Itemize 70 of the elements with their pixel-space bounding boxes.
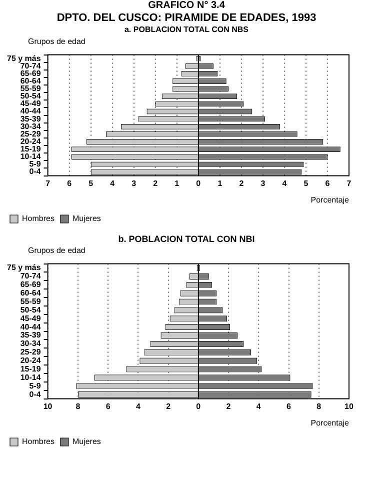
x-axis-title: Porcentaje	[310, 418, 350, 428]
x-tick-label: 0	[196, 402, 202, 411]
y-tick-label: 5-9	[29, 160, 42, 169]
x-tick-label: 2	[153, 178, 158, 188]
x-tick-label: 4	[136, 402, 141, 411]
y-tick-label: 75 y más	[6, 54, 42, 63]
y-tick-label: 10-14	[20, 372, 42, 382]
y-tick-label: 0-4	[29, 167, 42, 176]
x-tick-label: 8	[316, 402, 322, 411]
y-axis-title: Grupos de edad	[28, 245, 86, 256]
y-tick-label: 40-44	[20, 322, 42, 332]
x-tick-label: 4	[256, 402, 262, 411]
legend-label: Hombres	[22, 214, 54, 224]
x-tick-label: 3	[132, 178, 137, 188]
legend-label: Mujeres	[72, 214, 101, 224]
y-tick-label: 35-39	[20, 114, 42, 124]
y-tick-label: 25-29	[20, 129, 42, 138]
chart-title: b. POBLACION TOTAL CON NBI	[117, 233, 256, 245]
y-tick-label: 25-29	[20, 348, 42, 357]
y-tick-label: 0-4	[29, 390, 42, 399]
y-tick-label: 45-49	[20, 99, 42, 108]
x-tick-label: 1	[174, 178, 180, 188]
x-tick-label: 4	[110, 178, 116, 188]
y-tick-label: 70-74	[20, 272, 42, 281]
y-tick-label: 15-19	[20, 144, 42, 154]
x-tick-label: 5	[88, 178, 94, 188]
x-tick-label: 6	[67, 178, 72, 188]
x-tick-label: 8	[76, 402, 81, 411]
x-tick-label: 5	[304, 178, 309, 188]
y-tick-label: 20-24	[20, 136, 42, 146]
y-tick-label: 45-49	[20, 314, 42, 323]
y-tick-label: 70-74	[20, 61, 42, 70]
y-tick-label: 65-69	[20, 68, 42, 78]
x-tick-label: 1	[218, 178, 223, 188]
x-tick-label: 2	[166, 402, 172, 411]
y-tick-label: 40-44	[20, 106, 42, 116]
text: GRAFICO N° 3.4	[147, 0, 226, 12]
y-tick-label: 20-24	[20, 356, 42, 366]
y-axis-title: Grupos de edad	[28, 36, 86, 47]
y-tick-label: 30-34	[20, 339, 42, 348]
y-tick-label: 60-64	[20, 76, 42, 86]
x-tick-label: 0	[196, 178, 202, 188]
chart-title: DPTO. DEL CUSCO: PIRAMIDE DE EDADES, 1993	[56, 12, 318, 24]
x-tick-label: 6	[325, 178, 330, 188]
x-tick-label: 10	[43, 402, 53, 411]
y-tick-label: 65-69	[20, 280, 42, 290]
legend-label: Mujeres	[72, 437, 101, 446]
chart-subtitle: a. POBLACION TOTAL CON NBS	[123, 24, 250, 36]
x-tick-label: 2	[226, 402, 232, 411]
y-tick-label: 60-64	[20, 288, 42, 298]
y-tick-label: 50-54	[20, 305, 42, 314]
y-tick-label: 35-39	[20, 330, 42, 340]
x-tick-label: 4	[282, 178, 288, 188]
x-tick-label: 7	[346, 178, 352, 188]
y-tick-label: 75 y más	[6, 263, 42, 272]
legend-label: Hombres	[22, 437, 54, 446]
y-tick-label: 55-59	[20, 84, 42, 94]
x-axis-title: Porcentaje	[310, 195, 350, 204]
x-tick-label: 6	[106, 402, 111, 411]
y-tick-label: 15-19	[20, 364, 42, 374]
x-tick-label: 3	[260, 178, 266, 188]
x-tick-label: 2	[239, 178, 244, 188]
x-tick-label: 10	[344, 402, 354, 411]
y-tick-label: 5-9	[29, 381, 42, 390]
x-tick-label: 7	[46, 178, 51, 188]
y-tick-label: 30-34	[20, 122, 42, 131]
y-tick-label: 50-54	[20, 92, 42, 101]
x-tick-label: 6	[286, 402, 292, 411]
y-tick-label: 10-14	[20, 152, 42, 162]
y-tick-label: 55-59	[20, 296, 42, 306]
